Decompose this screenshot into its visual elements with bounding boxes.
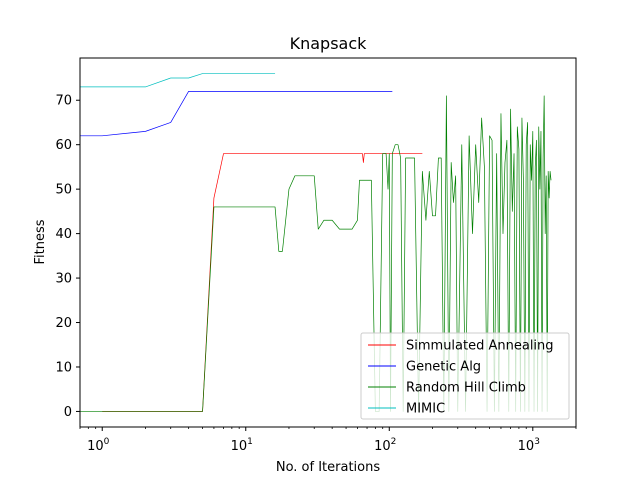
y-tick-label-7: 70	[55, 94, 72, 109]
x-axis-label: No. of Iterations	[276, 460, 381, 475]
series-line-2	[80, 90, 393, 137]
y-tick-label-1: 10	[55, 360, 72, 375]
y-tick-label-2: 20	[55, 316, 72, 331]
x-tick-exponent-3: 3	[534, 437, 540, 447]
legend: Simmulated Annealing Genetic Alg Random Hi…	[360, 332, 570, 420]
chart-title: Knapsack	[290, 34, 368, 53]
series-line-4	[80, 73, 276, 88]
y-ticks: 0 10 20 30 40 50 60 70	[55, 94, 80, 420]
series-line-3	[80, 95, 552, 412]
legend-box	[360, 332, 570, 420]
y-tick-label-6: 60	[55, 138, 72, 153]
x-tick-exponent-1: 1	[247, 437, 253, 447]
y-axis-label: Fitness	[33, 219, 48, 264]
legend-label-2: Genetic Alg	[406, 360, 481, 375]
y-tick-label-3: 30	[55, 272, 72, 287]
legend-label-3: Random Hill Climb	[406, 381, 526, 396]
x-tick-exponent-2: 2	[391, 437, 397, 447]
y-tick-label-4: 40	[55, 227, 72, 242]
y-tick-label-0: 0	[64, 405, 72, 420]
legend-label-4: MIMIC	[406, 402, 445, 417]
legend-label-1: Simmulated Annealing	[406, 339, 554, 354]
x-tick-exponent-0: 0	[104, 437, 110, 447]
axes	[79, 57, 577, 428]
axes-frame	[79, 57, 577, 428]
series-layer	[80, 73, 552, 412]
y-tick-label-5: 50	[55, 183, 72, 198]
